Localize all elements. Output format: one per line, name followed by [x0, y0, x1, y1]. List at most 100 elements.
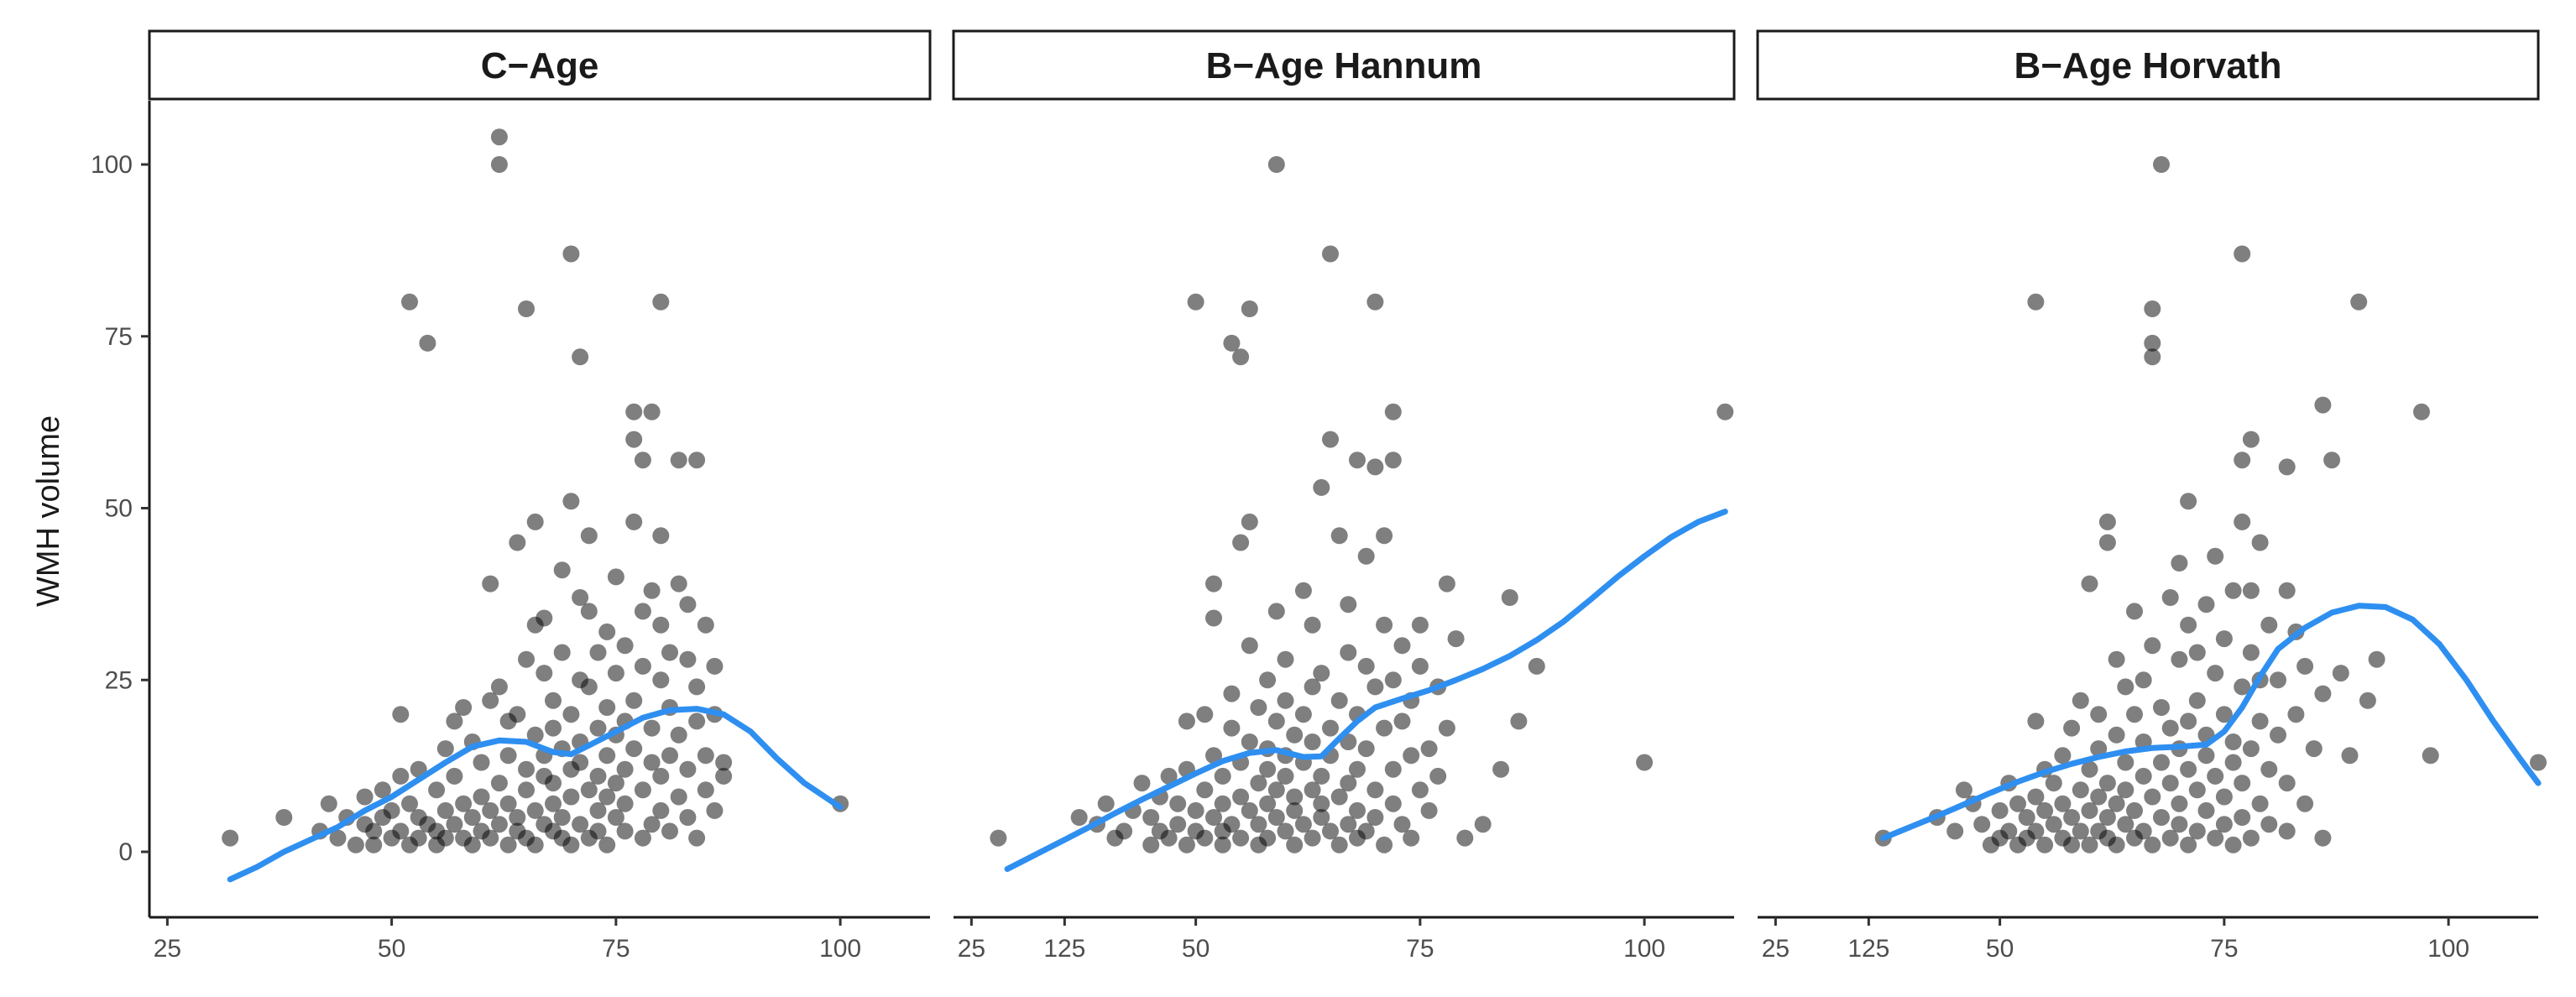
data-point	[1232, 534, 1250, 551]
data-point	[1223, 685, 1241, 702]
data-point	[1340, 644, 1357, 661]
data-point	[2081, 801, 2098, 819]
data-point	[2260, 616, 2278, 634]
data-point	[1716, 403, 1734, 420]
data-point	[2117, 754, 2134, 771]
data-point	[2072, 822, 2089, 840]
data-point	[1205, 809, 1222, 826]
data-point	[2009, 795, 2026, 812]
data-point	[1187, 293, 1204, 311]
data-point	[688, 678, 706, 696]
data-point	[2270, 726, 2286, 744]
data-point	[392, 822, 410, 840]
data-point	[697, 747, 714, 765]
data-point	[2413, 403, 2430, 420]
data-point	[2242, 431, 2260, 448]
data-point	[1393, 637, 1411, 655]
data-point	[2215, 816, 2233, 833]
data-point	[2134, 767, 2152, 785]
data-point	[598, 747, 616, 765]
data-point	[2117, 781, 2134, 799]
data-point	[1429, 767, 1447, 785]
data-point	[1393, 713, 1411, 730]
data-point	[1277, 822, 1294, 840]
data-point	[652, 801, 670, 819]
data-point	[572, 589, 589, 606]
data-point	[670, 788, 687, 806]
data-point	[1411, 657, 1429, 675]
data-point	[1133, 775, 1151, 792]
data-point	[634, 829, 651, 847]
data-point	[697, 781, 714, 799]
data-point	[2242, 644, 2260, 661]
data-point	[1349, 801, 1366, 819]
data-point	[2090, 740, 2108, 758]
data-point	[490, 128, 508, 146]
data-point	[688, 829, 706, 847]
x-tick-label: 100	[2427, 935, 2469, 963]
data-point	[1214, 767, 1231, 785]
data-point	[2207, 767, 2224, 785]
data-point	[706, 801, 724, 819]
data-point	[2251, 795, 2269, 812]
data-point	[2368, 650, 2385, 668]
panel-3: B−Age Horvath 25 50 75 100 125	[1756, 29, 2547, 963]
data-point	[2224, 836, 2242, 853]
data-point	[1286, 726, 1304, 744]
data-point	[446, 767, 463, 785]
data-point	[222, 829, 239, 847]
data-point	[526, 726, 544, 744]
data-point	[2153, 754, 2170, 771]
data-point	[545, 775, 562, 792]
data-point	[2161, 719, 2179, 737]
data-point	[1376, 719, 1393, 737]
data-point	[2242, 740, 2260, 758]
data-point	[1250, 816, 1267, 833]
data-point	[607, 775, 624, 792]
data-point	[1438, 719, 1455, 737]
data-point	[616, 822, 634, 840]
data-point	[499, 836, 517, 853]
data-point	[2278, 775, 2296, 792]
data-point	[1304, 829, 1321, 847]
data-point	[2296, 795, 2314, 812]
data-point	[365, 822, 383, 840]
panel-1: C−Age 0 25 50 75 100 25 50 75 100 125	[91, 29, 1085, 963]
data-point	[625, 403, 643, 420]
data-point	[2063, 719, 2081, 737]
data-point	[518, 760, 535, 778]
data-point	[436, 801, 454, 819]
data-point	[545, 719, 562, 737]
data-point	[2251, 534, 2269, 551]
data-point	[2180, 760, 2197, 778]
points-group	[1874, 156, 2547, 853]
x-tick-label: 125	[1043, 935, 1085, 963]
panel-title: C−Age	[481, 45, 599, 86]
data-point	[643, 719, 661, 737]
data-point	[1304, 616, 1321, 634]
data-point	[2207, 547, 2224, 565]
data-point	[679, 596, 697, 613]
data-point	[2224, 733, 2242, 750]
data-point	[482, 575, 499, 592]
data-point	[1116, 822, 1133, 840]
data-point	[1322, 719, 1339, 737]
data-point	[2144, 334, 2161, 352]
data-point	[589, 767, 607, 785]
data-point	[436, 740, 454, 758]
data-point	[275, 809, 293, 826]
data-point	[545, 795, 562, 812]
panel-strip	[148, 29, 932, 101]
data-point	[1636, 754, 1654, 771]
data-point	[2134, 671, 2152, 689]
data-point	[1340, 775, 1357, 792]
data-point	[2260, 816, 2278, 833]
data-point	[572, 348, 589, 366]
data-point	[1322, 822, 1339, 840]
data-point	[1286, 836, 1304, 853]
data-point	[580, 603, 598, 620]
data-point	[536, 665, 553, 682]
data-point	[670, 726, 687, 744]
data-point	[1223, 816, 1241, 833]
data-point	[2188, 822, 2206, 840]
